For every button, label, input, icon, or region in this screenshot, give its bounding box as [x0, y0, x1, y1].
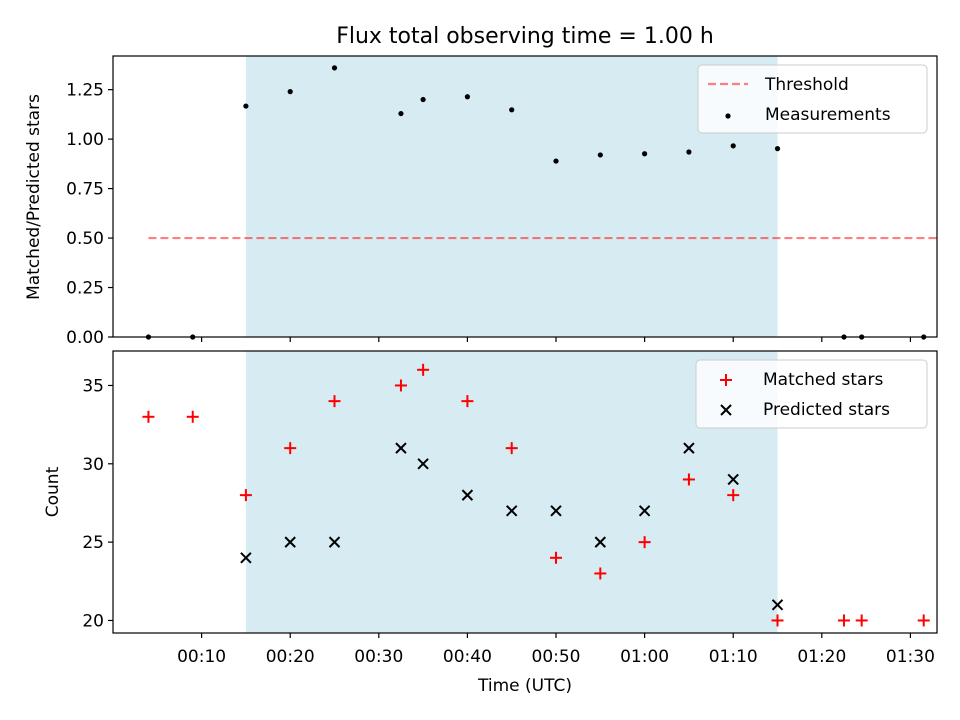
bottom-y-tick-label: 30 — [82, 455, 104, 475]
x-tick-label: 01:30 — [886, 647, 935, 667]
legend-measurements-label: Measurements — [765, 105, 891, 125]
x-tick-label: 00:40 — [443, 647, 492, 667]
top-legend: Threshold Measurements — [697, 64, 928, 134]
matched-star-point — [771, 614, 784, 627]
matched-star-point — [837, 614, 850, 627]
top-plot-marks — [145, 65, 937, 340]
bottom-y-tick-label: 25 — [82, 533, 104, 553]
legend-predicted-swatch — [720, 404, 732, 416]
measurement-point — [597, 152, 603, 158]
legend-predicted-label: Predicted stars — [763, 400, 890, 420]
matched-star-point — [594, 567, 607, 580]
matched-star-point — [855, 614, 868, 627]
top-legend-box — [697, 64, 928, 134]
matched-star-point — [461, 395, 474, 408]
matched-star-point — [328, 395, 341, 408]
measurement-point — [686, 149, 692, 155]
matched-star-point — [239, 489, 252, 502]
bottom-x-ticks: 00:10 00:20 00:30 00:40 00:50 01:00 01:10 01:20… — [177, 633, 935, 667]
top-panel: 0.00 0.25 0.50 0.75 1.00 1.25 Matched/Predict… — [24, 55, 938, 348]
predicted-star-point — [240, 552, 252, 564]
top-shaded-region — [245, 56, 778, 337]
predicted-star-point — [328, 536, 341, 548]
top-y-ticks: 0.00 0.25 0.50 0.75 1.00 1.25 — [66, 81, 113, 348]
predicted-star-point — [727, 473, 739, 486]
predicted-star-point — [550, 505, 562, 517]
top-y-tick-label: 0.25 — [66, 279, 104, 299]
x-tick-label: 00:50 — [532, 647, 581, 667]
x-tick-label: 01:20 — [797, 647, 846, 667]
matched-star-point — [917, 614, 930, 627]
bottom-plot-marks — [142, 363, 930, 627]
top-x-ticks — [201, 337, 912, 342]
bottom-axes-frame — [112, 350, 938, 634]
measurement-point — [287, 89, 293, 95]
bottom-y-axis-label: Count — [43, 466, 63, 517]
figure-title: Flux total observing time = 1.00 h — [336, 24, 714, 49]
x-axis-label: Time (UTC) — [477, 676, 572, 696]
top-y-tick-label: 0.75 — [66, 180, 104, 200]
matched-star-point — [284, 442, 297, 455]
top-y-tick-label: 0.00 — [66, 328, 104, 348]
x-tick-label: 00:10 — [177, 647, 226, 667]
measurement-point — [509, 107, 515, 113]
predicted-star-point — [771, 599, 784, 611]
legend-matched-label: Matched stars — [763, 370, 883, 390]
measurement-point — [331, 65, 338, 71]
legend-matched-swatch — [720, 374, 732, 386]
measurement-point — [642, 151, 648, 157]
matched-star-point — [417, 363, 430, 376]
measurement-point — [774, 146, 781, 152]
x-tick-label: 01:10 — [709, 647, 758, 667]
legend-measurements-swatch — [725, 113, 731, 119]
bottom-y-tick-label: 20 — [82, 611, 104, 631]
top-y-tick-label: 0.50 — [66, 229, 104, 249]
predicted-star-point — [395, 442, 407, 454]
x-tick-label: 00:20 — [266, 647, 315, 667]
matched-star-point — [505, 442, 518, 455]
bottom-legend-box — [695, 359, 928, 429]
measurement-point — [464, 94, 471, 100]
predicted-star-point — [638, 505, 651, 517]
top-y-tick-label: 1.00 — [66, 130, 104, 150]
bottom-legend: Matched stars Predicted stars — [695, 359, 928, 429]
matched-star-point — [682, 473, 695, 486]
predicted-star-point — [284, 536, 296, 548]
x-tick-label: 01:00 — [620, 647, 669, 667]
matched-star-point — [550, 551, 563, 564]
top-y-axis-label: Matched/Predicted stars — [24, 94, 44, 300]
measurement-point — [730, 143, 736, 149]
matched-star-point — [394, 379, 407, 392]
predicted-star-point — [683, 442, 695, 454]
predicted-star-point — [461, 489, 474, 501]
predicted-star-point — [594, 536, 607, 548]
matched-star-point — [142, 410, 155, 423]
measurement-point — [420, 96, 426, 103]
legend-threshold-label: Threshold — [764, 75, 849, 95]
predicted-star-point — [506, 505, 518, 517]
measurement-point — [553, 158, 559, 164]
top-axes-frame — [112, 55, 938, 338]
top-y-tick-label: 1.25 — [66, 81, 104, 101]
matched-star-point — [638, 536, 651, 549]
measurement-point — [398, 110, 404, 117]
x-tick-label: 00:30 — [354, 647, 403, 667]
measurement-point — [243, 103, 249, 109]
predicted-star-point — [417, 458, 429, 470]
bottom-y-ticks: 20 25 30 35 — [82, 376, 113, 631]
bottom-y-tick-label: 35 — [82, 376, 104, 396]
matched-star-point — [727, 489, 740, 502]
matched-star-point — [186, 410, 199, 423]
